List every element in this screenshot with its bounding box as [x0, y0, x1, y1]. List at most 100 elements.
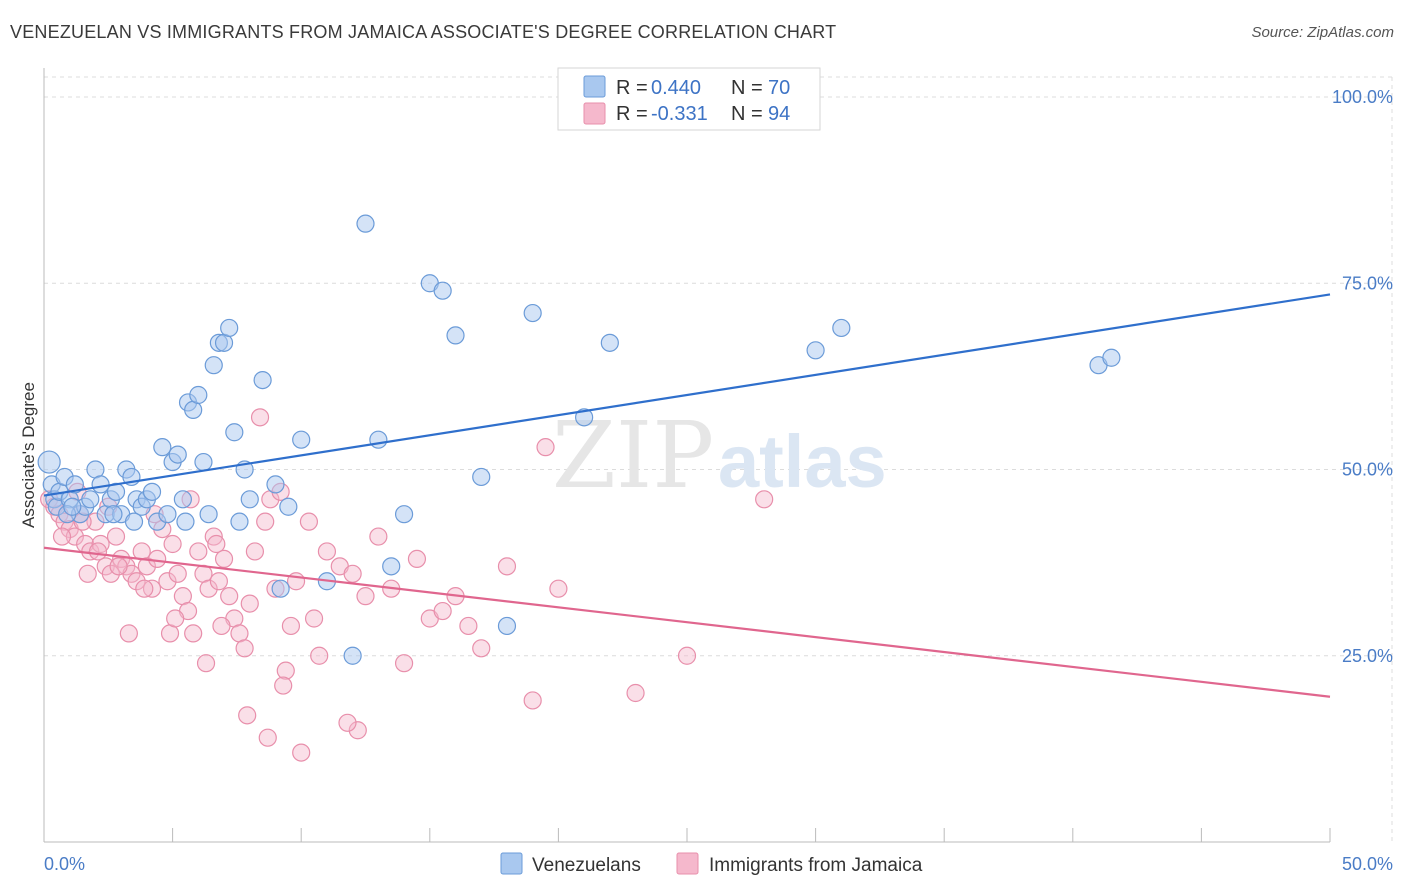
venezuelan-point: [382, 557, 401, 576]
bottom-legend-jamaica: Immigrants from Jamaica: [709, 855, 923, 876]
jamaica-point: [240, 594, 259, 613]
venezuelan-point: [104, 505, 123, 524]
venezuelan-points: [37, 214, 1121, 665]
venezuelan-point: [204, 356, 223, 375]
trend-lines: [43, 293, 1331, 698]
jamaica-point: [199, 579, 218, 598]
venezuelan-trend-line: [43, 293, 1331, 497]
jamaica-point: [245, 542, 265, 561]
venezuelan-point: [343, 646, 362, 665]
x-tick-max: 50.0%: [1342, 854, 1393, 874]
jamaica-point: [472, 639, 491, 658]
venezuelan-point: [394, 505, 414, 524]
venezuelan-point: [806, 341, 825, 360]
jamaica-point: [166, 609, 185, 628]
jamaica-point: [310, 646, 329, 665]
jamaica-point: [142, 579, 162, 598]
legend-n-value-1: 70: [768, 77, 790, 99]
jamaica-point: [338, 713, 357, 732]
legend-r-label-1: R =: [616, 77, 648, 99]
venezuelan-point: [575, 408, 594, 427]
venezuelan-point: [124, 512, 144, 531]
jamaica-point: [235, 639, 254, 658]
jamaica-point: [135, 579, 154, 598]
jamaica-point: [204, 527, 223, 546]
venezuelan-point: [220, 318, 239, 338]
venezuelan-point: [225, 423, 244, 442]
venezuelan-point: [356, 214, 375, 233]
bottom-legend: Venezuelans Immigrants from Jamaica: [500, 852, 923, 876]
venezuelan-point: [433, 281, 452, 300]
jamaica-point: [148, 549, 167, 569]
legend-swatch-blue: [583, 75, 606, 98]
jamaica-point: [299, 512, 319, 531]
jamaica-point: [258, 728, 277, 747]
jamaica-point: [549, 579, 568, 598]
venezuelan-point: [369, 430, 388, 449]
jamaica-point: [88, 542, 108, 561]
jamaica-point: [212, 616, 231, 636]
legend-n-label-2: N =: [731, 103, 763, 125]
venezuelan-point: [153, 438, 172, 457]
venezuelan-point: [240, 490, 259, 509]
bottom-legend-swatch-jamaica: [676, 852, 699, 875]
venezuelan-point: [199, 505, 218, 524]
bottom-legend-swatch-venezuelans: [500, 852, 523, 875]
jamaica-point: [274, 676, 293, 695]
venezuelan-point: [230, 512, 249, 531]
jamaica-point: [163, 534, 182, 554]
jamaica-point: [677, 646, 697, 665]
jamaica-point: [250, 408, 270, 427]
jamaica-point: [106, 527, 126, 546]
source-label: Source: ZipAtlas.com: [1251, 24, 1394, 41]
jamaica-point: [65, 527, 84, 546]
venezuelan-point: [158, 505, 177, 524]
jamaica-point: [348, 721, 367, 740]
venezuelan-point: [523, 303, 542, 323]
y-tick-label: 25.0%: [1342, 646, 1393, 666]
jamaica-point: [626, 683, 645, 703]
jamaica-point: [292, 743, 311, 762]
jamaica-point: [220, 587, 239, 606]
legend-box: R = 0.440 N = 70 R = -0.331 N = 94: [557, 67, 821, 131]
venezuelan-point: [253, 371, 272, 390]
venezuelan-point: [832, 318, 851, 338]
jamaica-point: [523, 691, 542, 710]
venezuelan-point: [194, 452, 213, 472]
venezuelan-point: [91, 475, 110, 494]
y-tick-label: 50.0%: [1342, 460, 1393, 480]
jamaica-point: [238, 706, 257, 725]
jamaica-point: [189, 542, 208, 561]
venezuelan-point: [292, 430, 311, 449]
jamaica-point: [343, 564, 362, 583]
watermark: ZIP atlas: [552, 402, 887, 509]
jamaica-point: [459, 616, 478, 636]
y-tick-labels: 100.0% 75.0% 50.0% 25.0%: [1332, 87, 1393, 666]
jamaica-point: [369, 527, 388, 546]
venezuelan-point: [176, 512, 195, 531]
venezuelan-point: [472, 467, 491, 487]
legend-r-label-2: R =: [616, 103, 648, 125]
jamaica-point: [91, 534, 110, 554]
venezuelan-point: [279, 497, 298, 516]
jamaica-point: [78, 564, 97, 583]
jamaica-point: [214, 549, 234, 569]
y-tick-label: 75.0%: [1342, 273, 1393, 293]
watermark-atlas: atlas: [718, 420, 887, 503]
legend-swatch-pink: [583, 102, 606, 125]
venezuelan-point: [168, 445, 187, 464]
venezuelan-point: [37, 450, 61, 474]
x-tick-min: 0.0%: [44, 854, 85, 874]
jamaica-point: [433, 601, 452, 621]
jamaica-point: [256, 512, 275, 531]
jamaica-point: [119, 624, 138, 643]
venezuelan-point: [81, 490, 100, 509]
venezuelan-point: [600, 333, 619, 352]
legend-n-value-2: 94: [768, 103, 790, 125]
venezuelan-point: [65, 475, 84, 494]
jamaica-point: [168, 564, 187, 583]
jamaica-point: [497, 557, 517, 576]
jamaica-point: [158, 572, 177, 591]
jamaica-point: [394, 654, 414, 673]
y-axis-label: Associate's Degree: [19, 382, 38, 528]
